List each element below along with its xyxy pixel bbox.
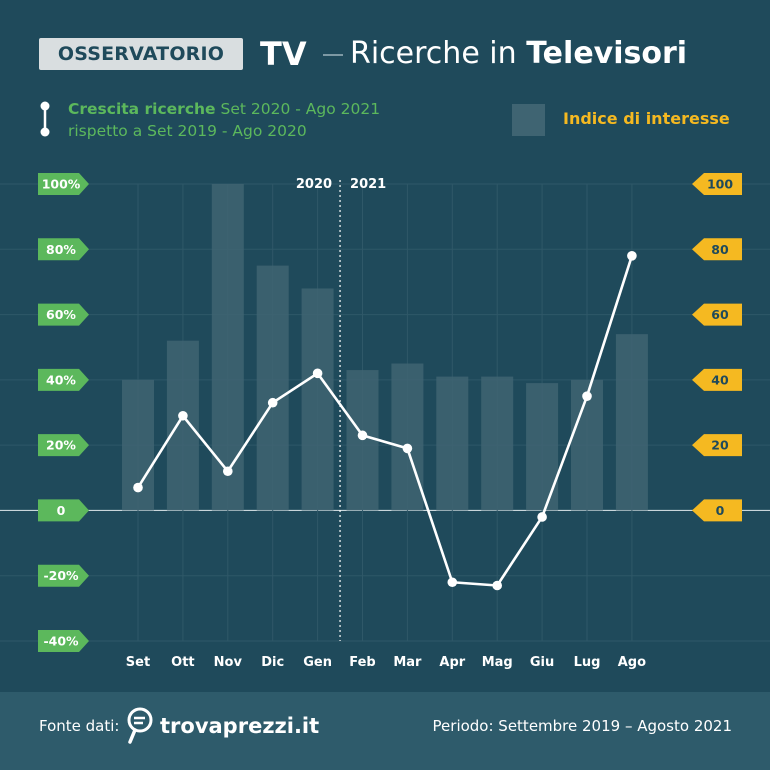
left-axis-tag (38, 499, 89, 522)
x-tick-label: Feb (349, 655, 375, 670)
left-tick-label: 60% (46, 307, 76, 322)
x-tick-label: Lug (574, 655, 601, 670)
bar (166, 340, 199, 511)
x-tick-label: Giu (530, 655, 554, 670)
left-tick-label: 40% (46, 372, 76, 387)
legend-line-icon (40, 101, 50, 137)
bar (526, 383, 559, 511)
bar (481, 376, 514, 511)
x-tick-label: Gen (303, 655, 332, 670)
right-tick-label: 60 (711, 307, 729, 322)
legend-bar-swatch (512, 104, 545, 136)
right-axis-tag (692, 173, 742, 195)
line-point (402, 443, 413, 454)
legend-line-second: rispetto a Set 2019 - Ago 2020 (68, 122, 307, 140)
right-axis-tag (692, 434, 742, 457)
right-tick-label: 40 (711, 372, 729, 387)
osservatorio-badge: OSSERVATORIO (39, 38, 243, 70)
right-axis-tag (692, 303, 742, 326)
footer-brand: trovaprezzi.it (160, 714, 320, 738)
left-tick-label: 80% (46, 242, 76, 257)
x-tick-label: Dic (261, 655, 284, 670)
year-label-right: 2021 (350, 177, 386, 192)
header: OSSERVATORIO TV Ricerche in Televisori (0, 0, 770, 90)
left-axis-tag (38, 368, 89, 391)
left-axis-tag (38, 630, 89, 652)
left-tick-label: 0 (57, 503, 66, 518)
bar (391, 363, 424, 511)
right-axis-tag (692, 368, 742, 391)
footer: Fonte dati: trovaprezzi.it Periodo: Sett… (0, 692, 770, 770)
legend-bar-label: Indice di interesse (563, 109, 730, 128)
left-axis-tag (38, 564, 89, 587)
bar (256, 265, 289, 511)
line-point (492, 580, 503, 591)
bar (436, 376, 469, 511)
page-title: Ricerche in Televisori (350, 32, 687, 76)
right-tick-label: 80 (711, 242, 729, 257)
line-point (582, 391, 592, 401)
bar (301, 288, 334, 511)
legend-line-first: Crescita ricerche Set 2020 - Ago 2021 (68, 98, 380, 120)
chart: 2020 2021 100% 80% 60% 40% 20% 0 -20% -40% 100 80 60… (0, 173, 770, 670)
legend-line-rest: Set 2020 - Ago 2021 (215, 100, 381, 118)
trovaprezzi-logo-icon (127, 707, 153, 744)
title-bold: Televisori (526, 36, 688, 71)
year-label-left: 2020 (296, 177, 332, 192)
line-point (312, 368, 323, 379)
right-tick-label: 0 (716, 503, 725, 518)
x-tick-label: Set (126, 655, 150, 670)
left-axis-tag (38, 303, 89, 326)
footer-period: Periodo: Settembre 2019 – Agosto 2021 (432, 717, 732, 735)
x-tick-label: Mar (393, 655, 422, 670)
left-axis-tag (38, 173, 89, 195)
left-tick-label: 20% (46, 438, 76, 453)
x-tick-label: Apr (439, 655, 465, 670)
bar (571, 379, 603, 511)
line-point (357, 430, 368, 441)
bar (615, 334, 648, 511)
x-tick-label: Ago (618, 655, 646, 670)
legend-line-text: Crescita ricerche Set 2020 - Ago 2021 ri… (68, 98, 380, 142)
title-tv: TV (260, 35, 307, 73)
right-axis-tag (692, 499, 742, 522)
line-point (627, 251, 637, 261)
left-axis-tag (38, 238, 89, 261)
series-line (136, 255, 634, 587)
line-point (133, 482, 143, 493)
left-axis-tag (38, 434, 89, 457)
legend-line-strong: Crescita ricerche (68, 100, 216, 118)
line-point (267, 397, 278, 408)
x-tick-label: Nov (214, 655, 243, 670)
x-tick-label: Ott (171, 655, 194, 670)
line-point (447, 577, 458, 588)
line-point (537, 512, 547, 522)
title-dash (323, 54, 343, 56)
left-tick-label: 100% (42, 177, 81, 192)
line-point (178, 410, 188, 421)
left-tick-label: -20% (43, 568, 79, 583)
right-axis-tag (692, 238, 742, 261)
right-tick-label: 20 (711, 438, 729, 453)
right-tick-label: 100 (707, 177, 733, 192)
title-prefix: Ricerche in (350, 36, 527, 71)
bar (211, 184, 244, 511)
x-tick-label: Mag (482, 655, 513, 670)
line-point (223, 466, 233, 477)
left-tick-label: -40% (43, 634, 79, 649)
footer-source-label: Fonte dati: (39, 717, 120, 735)
bar (346, 370, 379, 511)
